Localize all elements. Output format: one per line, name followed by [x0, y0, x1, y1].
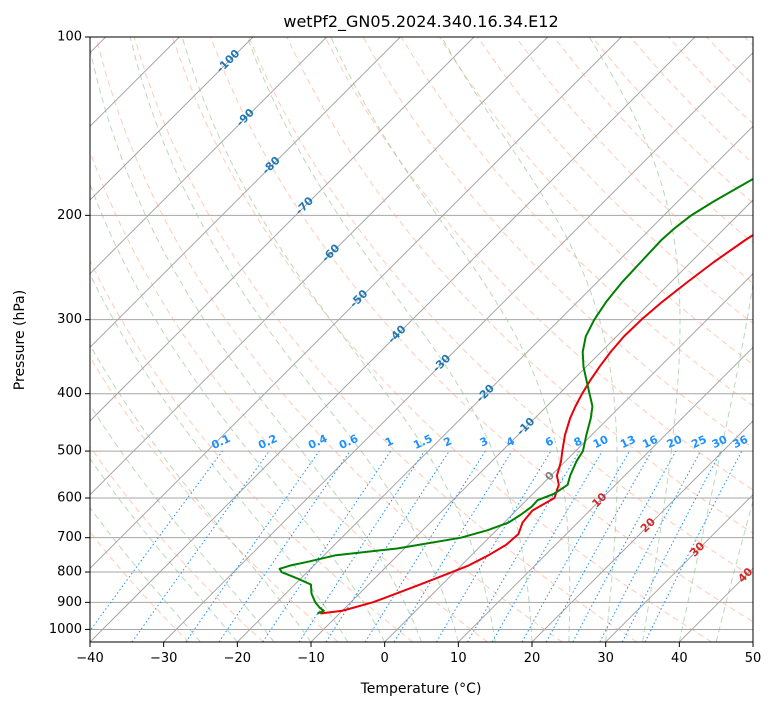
dry-adiabat-line — [248, 37, 753, 578]
dry-adiabat-line — [171, 37, 712, 642]
mixing-ratio-line — [545, 450, 653, 642]
isotherm-line — [90, 37, 696, 642]
moist-adiabat-line — [246, 37, 533, 642]
y-tick-label: 300 — [57, 312, 82, 327]
isotherm-line — [90, 37, 549, 496]
mixing-ratio-label: 20 — [665, 433, 685, 451]
dry-adiabat-line — [286, 37, 753, 534]
moist-adiabat-line — [181, 37, 496, 642]
dry-adiabat-line — [90, 445, 264, 642]
moist-adiabat-line — [588, 37, 681, 642]
moist-adiabat-line — [90, 272, 349, 642]
mixing-ratio-label: 16 — [640, 433, 660, 451]
moist-adiabat-line — [90, 506, 201, 642]
isotherm-line — [90, 37, 254, 201]
moist-adiabat-line — [90, 182, 386, 642]
dry-adiabat-line — [133, 37, 638, 642]
x-tick-label: 40 — [671, 651, 688, 666]
moist-adiabat-line — [90, 457, 238, 642]
plot-area: 0.1 0.2 0.4 0.6 1 1.5 2 3 4 6 8 10 13 16 20 25 30 36-100-… — [90, 37, 753, 642]
dry-adiabat-line — [324, 37, 753, 491]
dry-adiabat-line — [90, 259, 414, 642]
y-tick-label: 700 — [57, 530, 82, 545]
x-tick-label: 50 — [745, 651, 762, 666]
x-tick-label: 0 — [381, 651, 389, 666]
dry-adiabat-line — [90, 356, 339, 642]
dewpoint-line — [278, 177, 753, 615]
isotherm-line — [90, 37, 475, 422]
mixing-ratio-line — [218, 450, 351, 642]
moist-adiabat-line — [90, 404, 275, 642]
y-tick-label: 800 — [57, 565, 82, 580]
mixing-ratio-label: 25 — [689, 433, 708, 451]
x-axis-label: Temperature (°C) — [360, 681, 482, 697]
chart-title: wetPf2_GN05.2024.340.16.34.E12 — [283, 12, 558, 32]
mixing-ratio-line — [131, 450, 270, 642]
dry-adiabat-line — [95, 37, 563, 642]
x-tick-label: 10 — [450, 651, 467, 666]
dry-adiabat-line — [210, 37, 753, 623]
moist-adiabat-line — [678, 280, 753, 642]
mixing-ratio-label: 13 — [618, 433, 637, 451]
mixing-ratio-line — [572, 450, 677, 642]
moist-adiabat-line — [90, 46, 422, 642]
mixing-ratio-line — [298, 450, 425, 642]
axis-ticks: −40 −30 −20 −10 0 10 20 30 40 50 100 200 300 400 500 60… — [49, 30, 761, 667]
x-tick-label: −30 — [150, 651, 177, 666]
y-tick-label: 400 — [57, 386, 82, 401]
isotherm-line — [457, 346, 753, 642]
mixing-ratio-line — [262, 450, 392, 642]
isotherm-line — [384, 272, 753, 642]
isotherm-line — [310, 199, 753, 642]
mixing-ratio-label: 30 — [710, 433, 730, 451]
x-tick-label: −10 — [297, 651, 324, 666]
moist-adiabat-line — [715, 499, 753, 642]
temperature-line — [320, 233, 753, 615]
moist-adiabat-line — [441, 37, 618, 642]
x-tick-label: 20 — [524, 651, 541, 666]
mixing-ratio-line — [90, 450, 223, 632]
isotherm-line — [90, 37, 401, 349]
y-tick-label: 900 — [57, 595, 82, 610]
x-tick-label: 30 — [597, 651, 614, 666]
x-tick-label: −20 — [224, 651, 251, 666]
isotherm-line — [236, 125, 753, 642]
mixing-ratio-line — [185, 450, 320, 642]
isotherm-line — [605, 493, 753, 642]
y-tick-label: 200 — [57, 208, 82, 223]
x-tick-label: −40 — [76, 651, 103, 666]
y-axis-label: Pressure (hPa) — [12, 290, 28, 390]
y-tick-label: 500 — [57, 444, 82, 459]
profile-lines — [278, 177, 753, 615]
y-tick-label: 100 — [57, 30, 82, 45]
dry-adiabat-line — [515, 37, 753, 284]
mixing-ratio-line — [644, 450, 743, 642]
moist-adiabat-line — [129, 37, 459, 642]
mixing-ratio-label: 10 — [591, 433, 611, 451]
isotherm-line — [90, 37, 622, 570]
mixing-ratio-line — [393, 450, 513, 642]
y-tick-label: 600 — [57, 491, 82, 506]
mixing-ratio-line — [521, 450, 630, 642]
plot-frame — [89, 36, 754, 643]
isotherm-line — [163, 51, 753, 642]
y-tick-label: 1000 — [49, 622, 82, 637]
isotherm-line — [90, 37, 328, 275]
isotherm-line — [531, 420, 753, 642]
mixing-ratio-line — [325, 450, 450, 642]
mixing-ratio-label: 36 — [731, 433, 751, 451]
